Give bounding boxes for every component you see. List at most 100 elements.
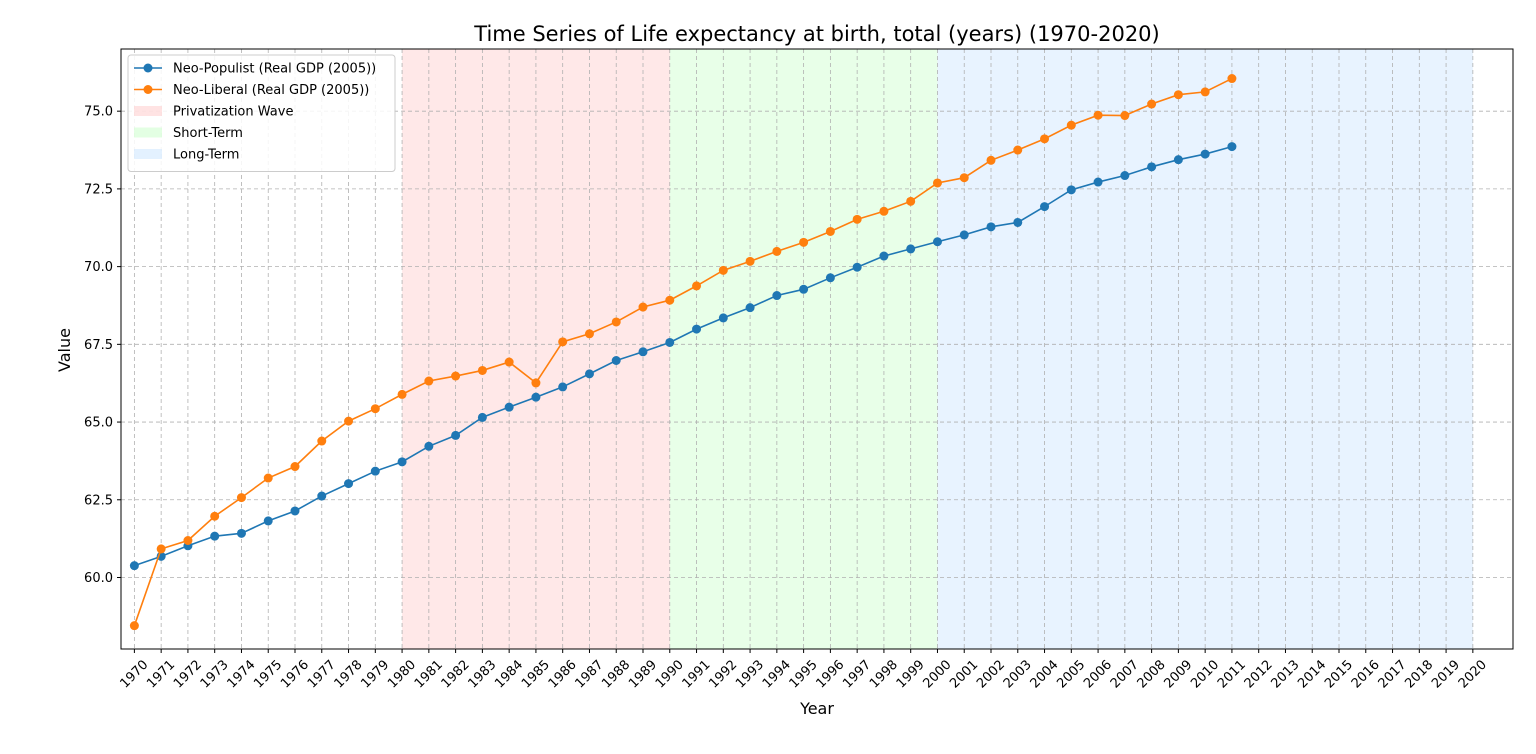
data-point	[183, 536, 193, 546]
x-tick-label-22: 1992	[706, 657, 740, 691]
x-tick-label-29: 1999	[894, 657, 928, 691]
period-band-0	[402, 49, 670, 649]
y-tick-label-4: 70.0	[84, 260, 113, 275]
data-point	[852, 214, 862, 224]
data-point	[129, 621, 139, 631]
data-point	[370, 404, 380, 414]
x-tick-label-36: 2006	[1081, 657, 1115, 691]
legend-label-0: Neo-Populist (Real GDP (2005))	[173, 62, 376, 77]
series-line-1	[133, 77, 1233, 626]
legend-label-period-1: Short-Term	[173, 126, 243, 141]
period-band-2	[937, 49, 1473, 649]
legend: Neo-Populist (Real GDP (2005)) Neo-Libera…	[127, 54, 396, 172]
legend-marker-1	[143, 85, 153, 94]
y-tick-label-1: 62.5	[84, 493, 113, 508]
data-point	[1040, 202, 1050, 212]
x-tick-label-37: 2007	[1108, 657, 1142, 691]
legend-swatch-2	[134, 149, 162, 159]
data-point	[1147, 99, 1157, 109]
x-tick-label-30: 2000	[921, 657, 955, 691]
x-tick-label-24: 1994	[760, 657, 794, 691]
y-tick-label-5: 72.5	[84, 182, 113, 197]
x-tick-label-38: 2008	[1135, 657, 1169, 691]
data-point	[1227, 74, 1237, 84]
chart-title: Time Series of Life expectancy at birth,…	[473, 22, 1159, 46]
data-point	[156, 544, 166, 554]
data-point	[1200, 87, 1210, 97]
x-tick-label-45: 2015	[1322, 657, 1356, 691]
data-point	[1200, 149, 1210, 159]
data-point	[1013, 217, 1023, 227]
data-point	[210, 511, 220, 521]
x-tick-label-4: 1974	[225, 657, 259, 691]
x-tick-label-47: 2017	[1376, 657, 1410, 691]
x-tick-label-10: 1980	[385, 657, 419, 691]
x-axis-label: Year	[799, 699, 834, 718]
x-tick-label-40: 2010	[1188, 657, 1222, 691]
x-tick-label-39: 2009	[1161, 657, 1195, 691]
data-point	[986, 222, 996, 232]
data-point	[531, 378, 541, 388]
grid-lines	[121, 49, 1513, 649]
data-point	[879, 251, 889, 261]
data-point	[825, 226, 835, 236]
x-tick-label-32: 2002	[974, 657, 1008, 691]
x-tick-label-6: 1976	[278, 657, 312, 691]
x-tick-label-31: 2001	[947, 657, 981, 691]
data-point	[424, 376, 434, 386]
data-point	[932, 237, 942, 247]
legend-label-1: Neo-Liberal (Real GDP (2005))	[173, 83, 369, 98]
x-tick-label-0: 1970	[117, 657, 151, 691]
x-tick-label-17: 1987	[573, 657, 607, 691]
data-point	[424, 441, 434, 451]
data-point	[290, 506, 300, 516]
data-point	[638, 347, 648, 357]
x-tick-label-49: 2019	[1429, 657, 1463, 691]
x-tick-label-20: 1990	[653, 657, 687, 691]
legend-label-period-0: Privatization Wave	[173, 105, 293, 120]
x-tick-label-18: 1988	[599, 657, 633, 691]
data-point	[772, 246, 782, 256]
x-tick-label-14: 1984	[492, 657, 526, 691]
y-tick-label-0: 60.0	[84, 571, 113, 586]
data-point	[210, 531, 220, 541]
series-layer	[129, 74, 1237, 631]
x-tick-label-9: 1979	[358, 657, 392, 691]
x-tick-label-43: 2013	[1269, 657, 1303, 691]
data-point	[772, 291, 782, 301]
x-tick-label-2: 1972	[171, 657, 205, 691]
x-tick-label-7: 1977	[305, 657, 339, 691]
series-0	[129, 142, 1237, 571]
data-point	[718, 265, 728, 275]
x-tick-label-25: 1995	[787, 657, 821, 691]
data-point	[1093, 177, 1103, 187]
x-tick-label-5: 1975	[251, 657, 285, 691]
x-tick-label-19: 1989	[626, 657, 660, 691]
x-tick-label-11: 1981	[412, 657, 446, 691]
x-tick-label-46: 2016	[1349, 657, 1383, 691]
legend-box	[127, 54, 396, 172]
data-point	[317, 436, 327, 446]
legend-swatch-1	[134, 127, 162, 138]
data-point	[584, 369, 594, 379]
data-point	[906, 196, 916, 206]
plot-frame	[120, 48, 1514, 650]
x-tick-label-27: 1997	[840, 657, 874, 691]
data-point	[852, 262, 862, 272]
data-point	[531, 392, 541, 402]
data-point	[638, 302, 648, 312]
x-tick-label-26: 1996	[813, 657, 847, 691]
x-tick-label-12: 1982	[439, 657, 473, 691]
legend-marker-0	[143, 63, 153, 73]
data-point	[236, 528, 246, 538]
series-1	[129, 74, 1237, 631]
data-point	[397, 457, 407, 467]
legend-swatch-0	[134, 106, 162, 116]
x-tick-label-3: 1973	[198, 657, 232, 691]
period-band-1	[669, 49, 938, 649]
data-point	[745, 303, 755, 313]
data-point	[799, 284, 809, 294]
data-point	[1120, 171, 1130, 181]
data-point	[665, 295, 675, 305]
